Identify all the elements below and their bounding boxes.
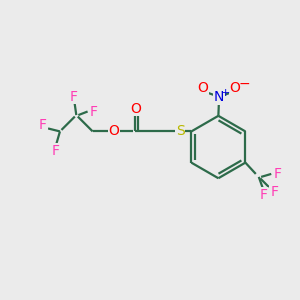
Text: O: O	[109, 124, 119, 138]
Text: −: −	[239, 77, 250, 91]
Text: F: F	[52, 144, 59, 158]
Text: N: N	[214, 90, 224, 104]
Text: +: +	[221, 88, 230, 98]
Text: F: F	[89, 104, 98, 118]
Text: F: F	[70, 90, 78, 104]
Text: F: F	[259, 188, 267, 202]
Text: F: F	[273, 167, 281, 181]
Text: S: S	[176, 124, 184, 138]
Text: O: O	[130, 101, 141, 116]
Text: F: F	[270, 185, 278, 200]
Text: O: O	[230, 81, 240, 95]
Text: O: O	[197, 81, 208, 95]
Text: F: F	[39, 118, 47, 133]
